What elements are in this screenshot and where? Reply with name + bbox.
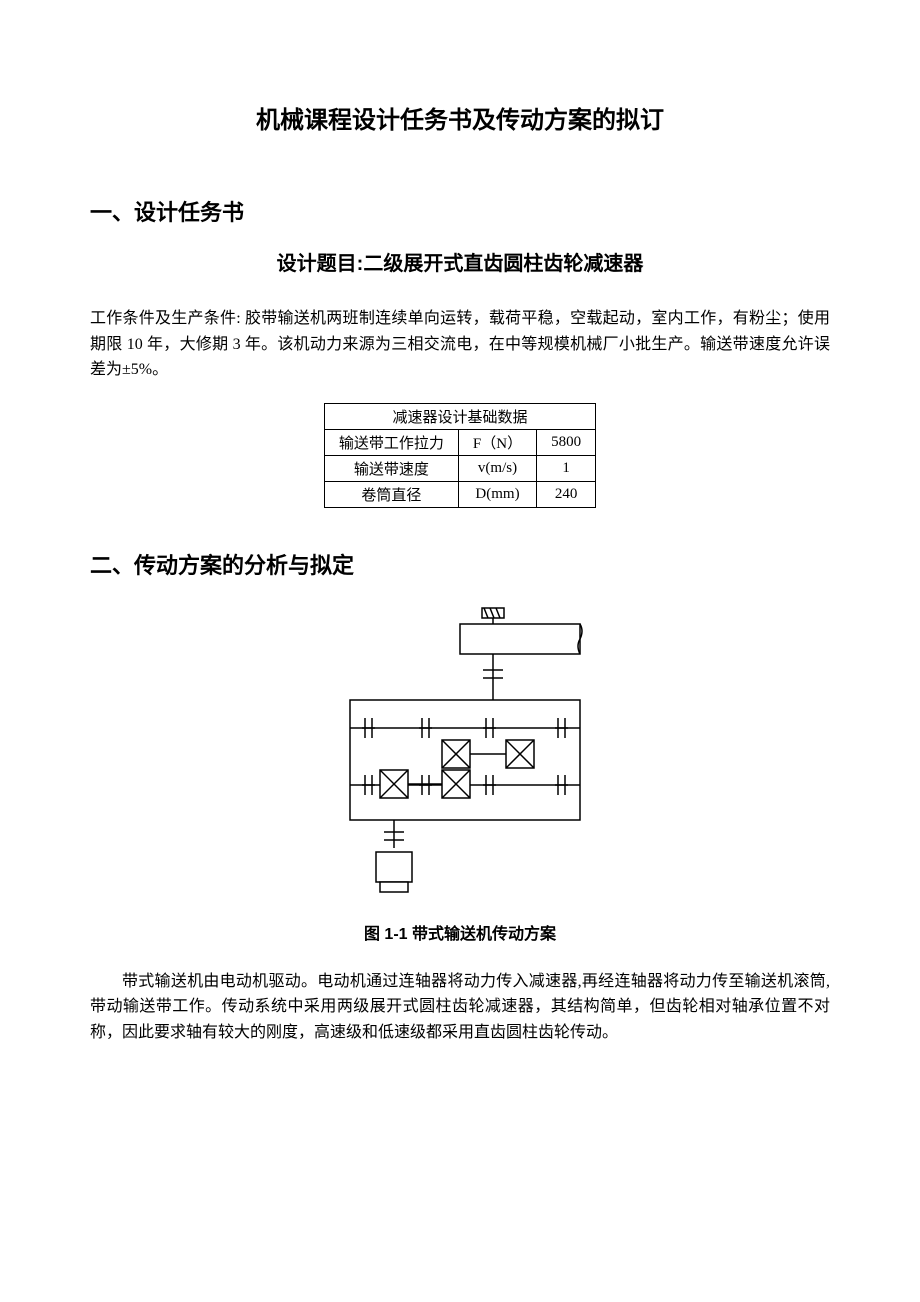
- table-cell: 240: [537, 481, 596, 507]
- table-cell: 1: [537, 455, 596, 481]
- table-row: 输送带工作拉力 F（N） 5800: [324, 429, 595, 455]
- transmission-schematic-figure: [90, 600, 830, 910]
- table-cell: 卷筒直径: [324, 481, 458, 507]
- figure-caption: 图 1-1 带式输送机传动方案: [90, 920, 830, 944]
- table-cell: 输送带工作拉力: [324, 429, 458, 455]
- table-cell: v(m/s): [458, 455, 536, 481]
- table-title-cell: 减速器设计基础数据: [324, 403, 595, 429]
- document-title: 机械课程设计任务书及传动方案的拟订: [90, 100, 830, 135]
- base-data-table: 减速器设计基础数据 输送带工作拉力 F（N） 5800 输送带速度 v(m/s)…: [324, 403, 596, 508]
- section1-heading: 一、设计任务书: [90, 195, 830, 227]
- working-conditions-paragraph: 工作条件及生产条件: 胶带输送机两班制连续单向运转，载荷平稳，空载起动，室内工作…: [90, 306, 830, 383]
- document-page: 机械课程设计任务书及传动方案的拟订 一、设计任务书 设计题目:二级展开式直齿圆柱…: [0, 0, 920, 1302]
- schematic-svg: [310, 600, 610, 910]
- conditions-label: 工作条件及生产条件:: [90, 310, 241, 327]
- table-cell: 5800: [537, 429, 596, 455]
- table-row: 输送带速度 v(m/s) 1: [324, 455, 595, 481]
- table-row: 减速器设计基础数据: [324, 403, 595, 429]
- table-cell: 输送带速度: [324, 455, 458, 481]
- section2-heading: 二、传动方案的分析与拟定: [90, 548, 830, 580]
- table-row: 卷筒直径 D(mm) 240: [324, 481, 595, 507]
- table-cell: D(mm): [458, 481, 536, 507]
- table-cell: F（N）: [458, 429, 536, 455]
- section2-paragraph: 带式输送机由电动机驱动。电动机通过连轴器将动力传入减速器,再经连轴器将动力传至输…: [90, 969, 830, 1046]
- design-subject-subtitle: 设计题目:二级展开式直齿圆柱齿轮减速器: [90, 247, 830, 276]
